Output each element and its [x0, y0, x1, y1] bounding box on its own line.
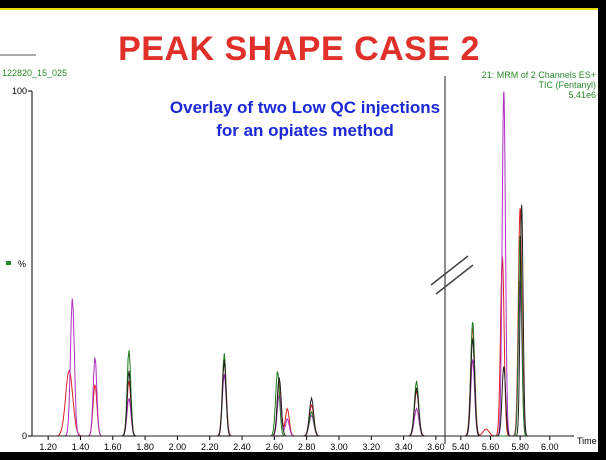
sample-id-label: 122820_15_025: [2, 68, 67, 78]
slide: 122820_15_025 21: MRM of 2 Channels ES+ TI…: [0, 8, 598, 452]
x-tick-label: 5.60: [482, 442, 500, 452]
slide-top-bar: [0, 8, 598, 10]
x-tick-label: 1.40: [72, 442, 90, 452]
x-tick-label: 5.40: [452, 442, 470, 452]
series-4-trace-left: [32, 360, 444, 437]
x-tick-label: 2.60: [266, 442, 284, 452]
annotation-line-2: for an opiates method: [216, 121, 394, 140]
series-2-trace-left: [32, 298, 444, 437]
x-tick-label: 5.80: [511, 442, 529, 452]
series-3-trace-right: [446, 235, 572, 437]
tic-label: TIC (Fentanyl): [538, 80, 596, 90]
chart-annotation: Overlay of two Low QC injections for an …: [125, 96, 485, 142]
x-tick-label: 3.40: [395, 442, 413, 452]
x-tick-label: 2.40: [233, 442, 251, 452]
x-tick-label: 2.20: [201, 442, 219, 452]
channel-label: 21: MRM of 2 Channels ES+: [482, 70, 596, 80]
x-tick-label: 1.80: [136, 442, 154, 452]
intensity-label: 5.41e6: [568, 90, 596, 100]
x-tick-label: 3.00: [330, 442, 348, 452]
x-tick-label: 1.60: [104, 442, 122, 452]
x-tick-label: 3.20: [363, 442, 381, 452]
chart-series: [32, 91, 572, 437]
x-tick-label: 1.20: [39, 442, 57, 452]
chromatogram-chart: 122820_15_025 21: MRM of 2 Channels ES+TI…: [0, 54, 597, 452]
green-marker: [6, 261, 11, 265]
y-tick-label: 100: [12, 86, 27, 96]
x-tick-label: 2.00: [169, 442, 187, 452]
slide-title: PEAK SHAPE CASE 2: [118, 30, 480, 68]
x-tick-label: 6.00: [541, 442, 559, 452]
annotation-line-1: Overlay of two Low QC injections: [169, 98, 441, 117]
y-tick-label: 0: [22, 431, 27, 441]
axis-break-mark: [430, 255, 469, 286]
chart-labels: 122820_15_025 21: MRM of 2 Channels ES+TI…: [2, 68, 597, 452]
axis-break-mark: [435, 264, 474, 295]
x-axis-label: Time: [577, 436, 597, 446]
series-2-trace-right: [446, 91, 572, 437]
y-axis-label: %: [18, 259, 26, 269]
x-tick-label: 3.60: [427, 442, 445, 452]
x-tick-label: 2.80: [298, 442, 316, 452]
series-1-trace-right: [446, 208, 572, 437]
series-4-trace-right: [446, 204, 572, 437]
